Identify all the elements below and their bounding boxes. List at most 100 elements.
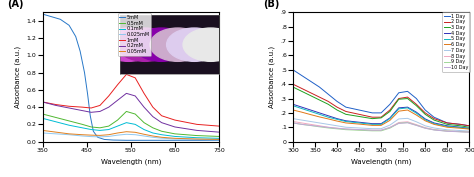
0.05mM [106, 134, 111, 136]
4 Day [369, 123, 375, 125]
5 Day [290, 105, 296, 107]
0.2mM [150, 116, 155, 118]
Line: 0.2mM: 0.2mM [43, 93, 219, 132]
9 Day [405, 121, 410, 124]
1 Day [325, 93, 331, 95]
1 Day [334, 100, 340, 102]
9 Day [334, 128, 340, 130]
Legend: 1 Day, 2 Day, 3 Day, 4 Day, 5 Day, 6 Day, 7 Day, 8 Day, 9 Day, 10 Day: 1 Day, 2 Day, 3 Day, 4 Day, 5 Day, 6 Day… [442, 12, 470, 72]
5 Day [445, 125, 450, 128]
0.05mM [141, 133, 147, 135]
0.5mM [106, 125, 111, 127]
7 Day [343, 126, 349, 128]
5 Day [396, 108, 401, 110]
1mM [124, 73, 129, 75]
0.1mM [80, 127, 85, 129]
10 Day [356, 129, 362, 131]
0.025mM [66, 134, 72, 136]
2 Day [308, 92, 313, 94]
0.1mM [88, 129, 94, 131]
2 Day [317, 96, 322, 98]
Line: 3 Day: 3 Day [293, 87, 469, 127]
6 Day [396, 110, 401, 112]
7 Day [457, 130, 463, 132]
8 Day [387, 127, 393, 129]
0.2mM [88, 111, 94, 113]
5 Day [356, 122, 362, 124]
6 Day [317, 116, 322, 118]
1 Day [405, 90, 410, 92]
4 Day [325, 115, 331, 117]
6 Day [369, 124, 375, 126]
Text: (B): (B) [263, 0, 279, 9]
5 Day [431, 123, 437, 125]
0.025mM [194, 138, 200, 141]
7 Day [299, 119, 305, 121]
6 Day [343, 122, 349, 124]
0.2mM [141, 106, 147, 108]
Line: 10 Day: 10 Day [293, 123, 469, 132]
7 Day [387, 124, 393, 126]
0.2mM [80, 110, 85, 112]
8 Day [290, 120, 296, 122]
1 Day [369, 112, 375, 114]
4 Day [396, 107, 401, 109]
0.1mM [216, 137, 222, 139]
0.05mM [40, 129, 46, 132]
5mM [85, 93, 91, 95]
9 Day [431, 129, 437, 131]
3 Day [356, 115, 362, 118]
3 Day [457, 125, 463, 127]
10 Day [290, 122, 296, 124]
9 Day [325, 127, 331, 129]
0.1mM [66, 124, 72, 126]
5mM [87, 115, 93, 117]
5mM [82, 72, 87, 74]
Line: 1mM: 1mM [43, 74, 219, 126]
5mM [101, 138, 107, 141]
Y-axis label: Absorbance (a.u.): Absorbance (a.u.) [269, 46, 275, 108]
2 Day [445, 122, 450, 124]
0.1mM [194, 137, 200, 139]
5 Day [334, 118, 340, 120]
4 Day [378, 123, 384, 125]
0.025mM [159, 137, 164, 139]
9 Day [343, 129, 349, 131]
8 Day [431, 129, 437, 131]
0.5mM [216, 135, 222, 138]
1mM [97, 104, 103, 107]
0.025mM [88, 136, 94, 138]
0.05mM [172, 137, 178, 139]
0.2mM [124, 92, 129, 94]
8 Day [445, 130, 450, 132]
10 Day [317, 125, 322, 127]
2 Day [290, 83, 296, 85]
9 Day [396, 122, 401, 124]
9 Day [356, 129, 362, 131]
7 Day [317, 122, 322, 124]
0.025mM [97, 136, 103, 138]
10 Day [405, 122, 410, 124]
5 Day [413, 112, 419, 114]
8 Day [308, 123, 313, 125]
0.05mM [194, 138, 200, 140]
0.5mM [97, 127, 103, 129]
3 Day [317, 99, 322, 101]
7 Day [334, 125, 340, 127]
1mM [132, 77, 138, 79]
0.025mM [216, 139, 222, 141]
6 Day [325, 118, 331, 120]
0.05mM [66, 133, 72, 135]
7 Day [356, 127, 362, 129]
0.05mM [124, 131, 129, 133]
1 Day [290, 69, 296, 71]
5mM [95, 136, 100, 138]
2 Day [369, 116, 375, 118]
0.1mM [159, 134, 164, 136]
0.025mM [40, 132, 46, 134]
0.5mM [80, 123, 85, 125]
2 Day [396, 98, 401, 100]
0.1mM [40, 117, 46, 119]
10 Day [387, 126, 393, 129]
0.2mM [194, 129, 200, 132]
